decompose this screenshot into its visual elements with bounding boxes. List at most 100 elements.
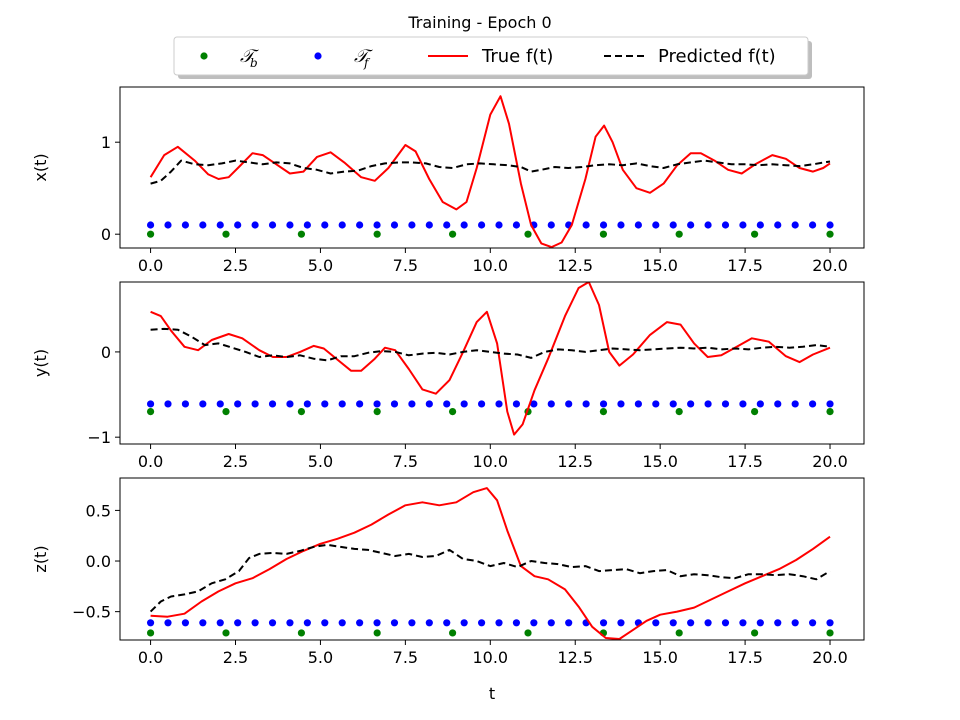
panel-z: 0.0 2.5 5.0 7.5 10.0 12.5 15.0 17.5 20.0 −0.5 0.0 0… bbox=[31, 477, 865, 667]
x-tick-label: 10.0 bbox=[472, 648, 508, 667]
tf-point bbox=[164, 400, 172, 408]
x-tick-label: 7.5 bbox=[393, 452, 418, 471]
tf-point bbox=[251, 221, 259, 229]
predicted-f-line bbox=[150, 159, 831, 185]
tf-point bbox=[774, 221, 782, 229]
tf-point bbox=[181, 221, 190, 229]
legend-box bbox=[173, 36, 809, 76]
tf-point bbox=[303, 400, 311, 408]
x-tick-label: 12.5 bbox=[557, 648, 593, 667]
tb-point bbox=[373, 408, 381, 416]
tf-point bbox=[495, 619, 503, 627]
tf-point bbox=[373, 619, 381, 627]
tf-point bbox=[390, 400, 399, 408]
y-tick-label: 0.5 bbox=[86, 501, 111, 520]
tf-point bbox=[338, 400, 346, 408]
tf-point bbox=[809, 221, 817, 229]
tf-point bbox=[739, 400, 747, 408]
tf-point bbox=[582, 400, 590, 408]
tf-point bbox=[199, 221, 207, 229]
tf-point bbox=[512, 221, 521, 229]
tf-point bbox=[146, 400, 155, 408]
tf-point bbox=[669, 221, 677, 229]
tb-point bbox=[599, 408, 608, 416]
tb-point bbox=[222, 408, 230, 416]
tf-point bbox=[321, 619, 329, 627]
tf-point bbox=[164, 221, 172, 229]
tf-point bbox=[617, 619, 625, 627]
tf-point bbox=[599, 619, 608, 627]
tf-point bbox=[512, 400, 521, 408]
panel-frame bbox=[119, 86, 865, 249]
tf-point bbox=[809, 400, 817, 408]
tb-point bbox=[675, 629, 683, 637]
tb-point bbox=[599, 230, 608, 238]
tf-point bbox=[582, 221, 590, 229]
tb-point bbox=[524, 230, 532, 238]
panel-y: 0.0 2.5 5.0 7.5 10.0 12.5 15.0 17.5 20.0 −1 0 y(t) bbox=[31, 281, 865, 471]
tf-point bbox=[216, 619, 224, 627]
tf-point bbox=[669, 400, 677, 408]
tb-point bbox=[146, 629, 155, 637]
panel-frame bbox=[119, 281, 865, 445]
tf-point bbox=[234, 221, 242, 229]
tf-point bbox=[477, 221, 486, 229]
x-tick-label: 20.0 bbox=[812, 648, 848, 667]
tf-point bbox=[199, 400, 207, 408]
tb-point bbox=[826, 629, 834, 637]
tf-point bbox=[164, 619, 172, 627]
tf-point bbox=[216, 221, 224, 229]
x-tick-label: 2.5 bbox=[223, 452, 248, 471]
tf-point bbox=[425, 221, 433, 229]
x-tick-label: 10.0 bbox=[472, 452, 508, 471]
tf-point bbox=[268, 400, 277, 408]
x-tick-label: 0.0 bbox=[138, 452, 163, 471]
legend: 𝒯b 𝒯f True f(t) Predicted f(t) bbox=[173, 36, 812, 79]
tf-point bbox=[251, 619, 259, 627]
tf-point bbox=[443, 400, 451, 408]
tf-point bbox=[443, 619, 451, 627]
tf-point bbox=[791, 400, 799, 408]
tf-point bbox=[303, 619, 311, 627]
panel-frame bbox=[119, 477, 865, 641]
tf-point bbox=[704, 400, 712, 408]
tb-point bbox=[146, 408, 155, 416]
tf-point bbox=[687, 619, 695, 627]
x-tick-label: 15.0 bbox=[642, 256, 678, 275]
tb-point bbox=[297, 629, 306, 637]
tf-point bbox=[495, 221, 503, 229]
tf-point bbox=[286, 400, 294, 408]
tf-point bbox=[739, 221, 747, 229]
tf-point bbox=[652, 221, 660, 229]
tb-point bbox=[373, 629, 381, 637]
tf-point bbox=[425, 619, 433, 627]
y-axis-label: x(t) bbox=[31, 153, 50, 181]
x-tick-label: 17.5 bbox=[727, 452, 763, 471]
tf-point bbox=[634, 221, 642, 229]
tb-point bbox=[297, 230, 306, 238]
tf-point bbox=[303, 221, 311, 229]
tf-point bbox=[286, 619, 294, 627]
tf-point bbox=[826, 619, 834, 627]
tf-point bbox=[146, 221, 155, 229]
tf-point bbox=[199, 619, 207, 627]
x-tick-label: 12.5 bbox=[557, 256, 593, 275]
x-tick-label: 0.0 bbox=[138, 648, 163, 667]
chart-title: Training - Epoch 0 bbox=[407, 13, 551, 32]
y-axis-label: z(t) bbox=[31, 545, 50, 572]
tb-point bbox=[448, 230, 457, 238]
true-f-line bbox=[150, 487, 831, 640]
tb-point bbox=[751, 629, 759, 637]
tb-point bbox=[222, 629, 230, 637]
tf-point bbox=[721, 400, 730, 408]
x-tick-label: 7.5 bbox=[393, 256, 418, 275]
tf-point bbox=[599, 400, 608, 408]
predicted-f-line bbox=[149, 543, 831, 613]
legend-entry-true: True f(t) bbox=[428, 46, 553, 67]
tf-point bbox=[373, 400, 381, 408]
x-tick-label: 20.0 bbox=[812, 256, 848, 275]
y-tick-label: −0.5 bbox=[72, 603, 111, 622]
tf-point bbox=[268, 619, 277, 627]
tf-point bbox=[181, 619, 190, 627]
tf-point bbox=[687, 221, 695, 229]
